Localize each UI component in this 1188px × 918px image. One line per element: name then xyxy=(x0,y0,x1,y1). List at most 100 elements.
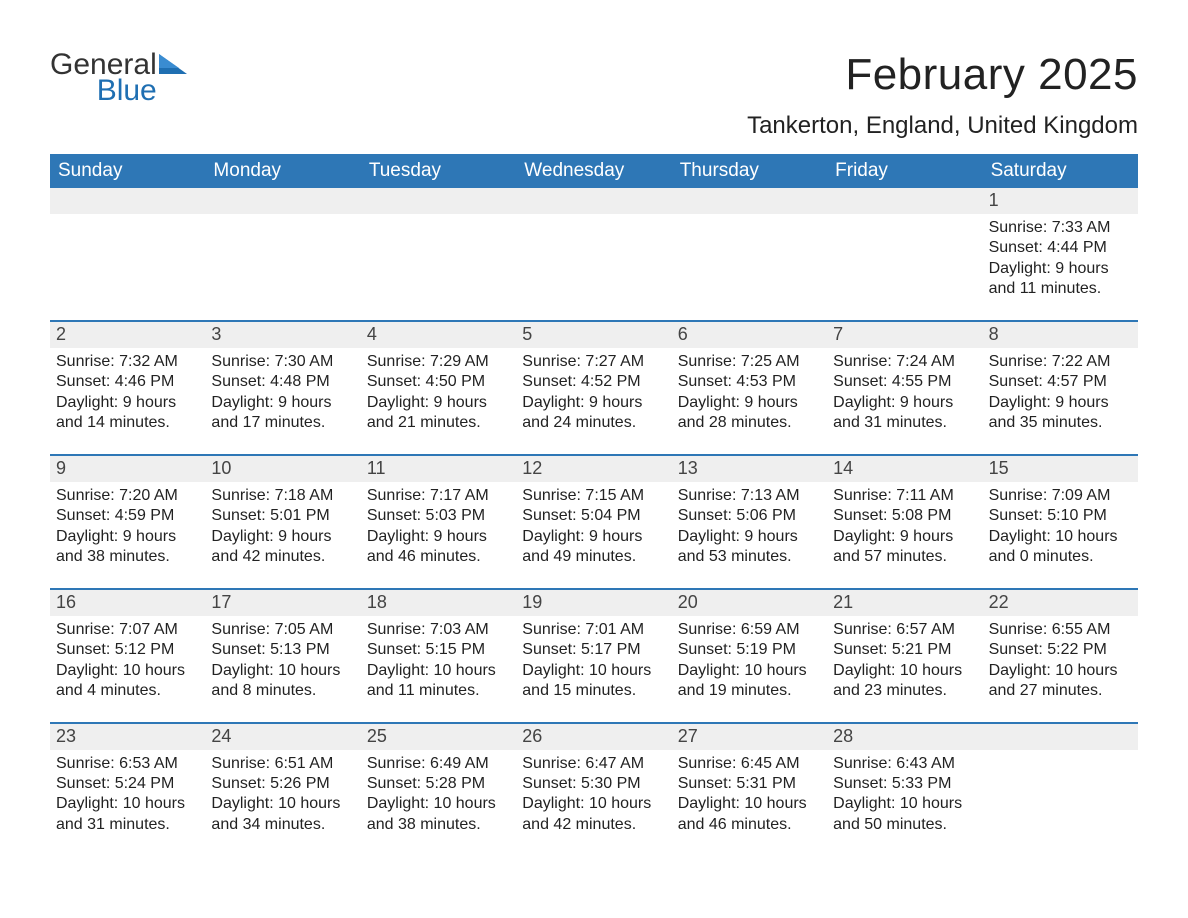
day-detail-line: Daylight: 10 hours xyxy=(367,794,510,814)
day-detail-line: and 34 minutes. xyxy=(211,815,354,835)
day-detail-line: Daylight: 10 hours xyxy=(211,794,354,814)
day-detail-line: Sunset: 5:03 PM xyxy=(367,506,510,526)
day-details: Sunrise: 7:18 AMSunset: 5:01 PMDaylight:… xyxy=(205,482,360,568)
day-detail-line: Sunrise: 7:15 AM xyxy=(522,486,665,506)
day-number: 22 xyxy=(983,590,1138,616)
day-number: 3 xyxy=(205,322,360,348)
calendar-day: 2Sunrise: 7:32 AMSunset: 4:46 PMDaylight… xyxy=(50,322,205,454)
calendar-day: 6Sunrise: 7:25 AMSunset: 4:53 PMDaylight… xyxy=(672,322,827,454)
day-number: 10 xyxy=(205,456,360,482)
day-detail-line: and 57 minutes. xyxy=(833,547,976,567)
day-detail-line: Daylight: 10 hours xyxy=(367,661,510,681)
day-detail-line: and 8 minutes. xyxy=(211,681,354,701)
day-detail-line: and 14 minutes. xyxy=(56,413,199,433)
day-details: Sunrise: 7:22 AMSunset: 4:57 PMDaylight:… xyxy=(983,348,1138,434)
day-detail-line: Sunset: 5:33 PM xyxy=(833,774,976,794)
day-number xyxy=(827,188,982,214)
calendar-day: 12 Sunrise: 7:15 AMSunset: 5:04 PMDayligh… xyxy=(516,456,671,588)
day-detail-line: Sunset: 5:30 PM xyxy=(522,774,665,794)
day-number: 4 xyxy=(361,322,516,348)
day-details: Sunrise: 7:24 AMSunset: 4:55 PMDaylight:… xyxy=(827,348,982,434)
day-detail-line: Sunrise: 7:29 AM xyxy=(367,352,510,372)
day-detail-line: Sunrise: 6:43 AM xyxy=(833,754,976,774)
day-detail-line: Sunrise: 7:27 AM xyxy=(522,352,665,372)
day-number: 19 xyxy=(516,590,671,616)
day-detail-line: and 0 minutes. xyxy=(989,547,1132,567)
day-detail-line: Sunrise: 7:17 AM xyxy=(367,486,510,506)
day-number: 20 xyxy=(672,590,827,616)
day-detail-line: Sunrise: 6:45 AM xyxy=(678,754,821,774)
calendar-day: 25 Sunrise: 6:49 AMSunset: 5:28 PMDayligh… xyxy=(361,724,516,856)
day-detail-line: Sunrise: 6:49 AM xyxy=(367,754,510,774)
calendar-day xyxy=(672,188,827,320)
day-details: Sunrise: 7:11 AMSunset: 5:08 PMDaylight:… xyxy=(827,482,982,568)
day-details xyxy=(516,214,671,218)
day-details: Sunrise: 7:27 AMSunset: 4:52 PMDaylight:… xyxy=(516,348,671,434)
day-number: 9 xyxy=(50,456,205,482)
day-detail-line: Sunset: 5:08 PM xyxy=(833,506,976,526)
day-detail-line: and 31 minutes. xyxy=(56,815,199,835)
day-number: 23 xyxy=(50,724,205,750)
calendar-day: 21Sunrise: 6:57 AMSunset: 5:21 PMDayligh… xyxy=(827,590,982,722)
day-detail-line: Sunrise: 7:32 AM xyxy=(56,352,199,372)
day-number: 7 xyxy=(827,322,982,348)
day-detail-line: Sunset: 4:46 PM xyxy=(56,372,199,392)
day-detail-line: Daylight: 9 hours xyxy=(678,527,821,547)
calendar-day: 24Sunrise: 6:51 AMSunset: 5:26 PMDayligh… xyxy=(205,724,360,856)
calendar-day: 20Sunrise: 6:59 AMSunset: 5:19 PMDayligh… xyxy=(672,590,827,722)
day-detail-line: Daylight: 9 hours xyxy=(678,393,821,413)
day-number xyxy=(516,188,671,214)
day-number: 15 xyxy=(983,456,1138,482)
day-number: 2 xyxy=(50,322,205,348)
day-detail-line: Daylight: 10 hours xyxy=(211,661,354,681)
calendar-day xyxy=(205,188,360,320)
day-details: Sunrise: 7:13 AMSunset: 5:06 PMDaylight:… xyxy=(672,482,827,568)
day-number: 12 xyxy=(516,456,671,482)
calendar-day xyxy=(361,188,516,320)
day-details xyxy=(205,214,360,218)
day-detail-line: Sunrise: 7:05 AM xyxy=(211,620,354,640)
day-detail-line: Sunset: 5:04 PM xyxy=(522,506,665,526)
calendar-day: 19Sunrise: 7:01 AMSunset: 5:17 PMDayligh… xyxy=(516,590,671,722)
day-detail-line: Sunset: 5:28 PM xyxy=(367,774,510,794)
day-detail-line: and 15 minutes. xyxy=(522,681,665,701)
day-detail-line: Sunrise: 7:01 AM xyxy=(522,620,665,640)
day-details: Sunrise: 7:20 AMSunset: 4:59 PMDaylight:… xyxy=(50,482,205,568)
day-detail-line: Sunset: 4:57 PM xyxy=(989,372,1132,392)
day-detail-line: Sunrise: 7:33 AM xyxy=(989,218,1132,238)
calendar-day: 27Sunrise: 6:45 AMSunset: 5:31 PMDayligh… xyxy=(672,724,827,856)
day-details xyxy=(50,214,205,218)
calendar-week: 23Sunrise: 6:53 AMSunset: 5:24 PMDayligh… xyxy=(50,722,1138,856)
calendar-day: 14Sunrise: 7:11 AMSunset: 5:08 PMDayligh… xyxy=(827,456,982,588)
day-detail-line: Sunrise: 7:03 AM xyxy=(367,620,510,640)
day-detail-line: Sunrise: 7:30 AM xyxy=(211,352,354,372)
day-detail-line: Sunset: 5:21 PM xyxy=(833,640,976,660)
day-detail-line: and 50 minutes. xyxy=(833,815,976,835)
day-number: 25 xyxy=(361,724,516,750)
day-detail-line: Sunrise: 6:59 AM xyxy=(678,620,821,640)
day-detail-line: Sunset: 5:12 PM xyxy=(56,640,199,660)
calendar-day: 15Sunrise: 7:09 AMSunset: 5:10 PMDayligh… xyxy=(983,456,1138,588)
day-details xyxy=(361,214,516,218)
calendar-day: 4Sunrise: 7:29 AMSunset: 4:50 PMDaylight… xyxy=(361,322,516,454)
day-number: 28 xyxy=(827,724,982,750)
day-number: 17 xyxy=(205,590,360,616)
day-detail-line: and 38 minutes. xyxy=(367,815,510,835)
day-detail-line: Daylight: 10 hours xyxy=(833,661,976,681)
day-detail-line: Daylight: 9 hours xyxy=(522,527,665,547)
day-details: Sunrise: 7:30 AMSunset: 4:48 PMDaylight:… xyxy=(205,348,360,434)
calendar-day: 17Sunrise: 7:05 AMSunset: 5:13 PMDayligh… xyxy=(205,590,360,722)
day-details: Sunrise: 6:53 AMSunset: 5:24 PMDaylight:… xyxy=(50,750,205,836)
calendar-day: 11Sunrise: 7:17 AMSunset: 5:03 PMDayligh… xyxy=(361,456,516,588)
calendar-day: 3Sunrise: 7:30 AMSunset: 4:48 PMDaylight… xyxy=(205,322,360,454)
day-details: Sunrise: 7:03 AMSunset: 5:15 PMDaylight:… xyxy=(361,616,516,702)
day-detail-line: Daylight: 10 hours xyxy=(678,794,821,814)
weekday-header: Sunday xyxy=(50,154,205,188)
day-number: 26 xyxy=(516,724,671,750)
calendar-week: 9Sunrise: 7:20 AMSunset: 4:59 PMDaylight… xyxy=(50,454,1138,588)
day-detail-line: Sunrise: 7:24 AM xyxy=(833,352,976,372)
day-detail-line: Sunrise: 7:20 AM xyxy=(56,486,199,506)
day-detail-line: Sunrise: 6:51 AM xyxy=(211,754,354,774)
page-header: General Blue February 2025 Tankerton, En… xyxy=(50,50,1138,140)
day-number: 6 xyxy=(672,322,827,348)
